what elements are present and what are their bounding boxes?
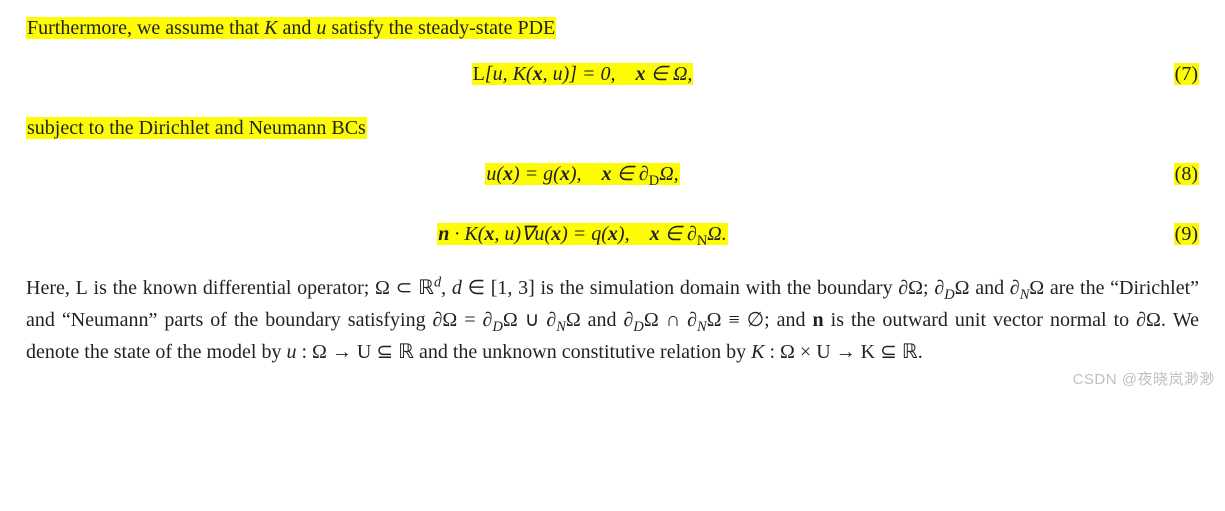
intro-line-2: subject to the Dirichlet and Neumann BCs [26,112,1199,144]
equation-8-number: (8) [1139,158,1199,190]
equation-7: L[u, K(x, u)] = 0, x ∈ Ω, [26,58,1139,90]
equation-8: u(x) = g(x), x ∈ ∂DΩ, [26,158,1139,190]
equation-8-row: u(x) = g(x), x ∈ ∂DΩ, (8) [26,158,1199,190]
equation-9: n · K(x, u)∇u(x) = q(x), x ∈ ∂NΩ. [26,218,1139,250]
highlighted-text-1: Furthermore, we assume that K and u sati… [26,17,556,39]
intro-line-1: Furthermore, we assume that K and u sati… [26,12,1199,44]
csdn-watermark: CSDN @夜晓岚渺渺 [1073,368,1215,392]
paper-excerpt: Furthermore, we assume that K and u sati… [0,0,1225,400]
equation-9-row: n · K(x, u)∇u(x) = q(x), x ∈ ∂NΩ. (9) [26,218,1199,250]
equation-7-row: L[u, K(x, u)] = 0, x ∈ Ω, (7) [26,58,1199,90]
highlighted-text-2: subject to the Dirichlet and Neumann BCs [26,117,367,139]
equation-9-number: (9) [1139,218,1199,250]
explanation-paragraph: Here, L is the known differential operat… [26,272,1199,368]
equation-7-number: (7) [1139,58,1199,90]
